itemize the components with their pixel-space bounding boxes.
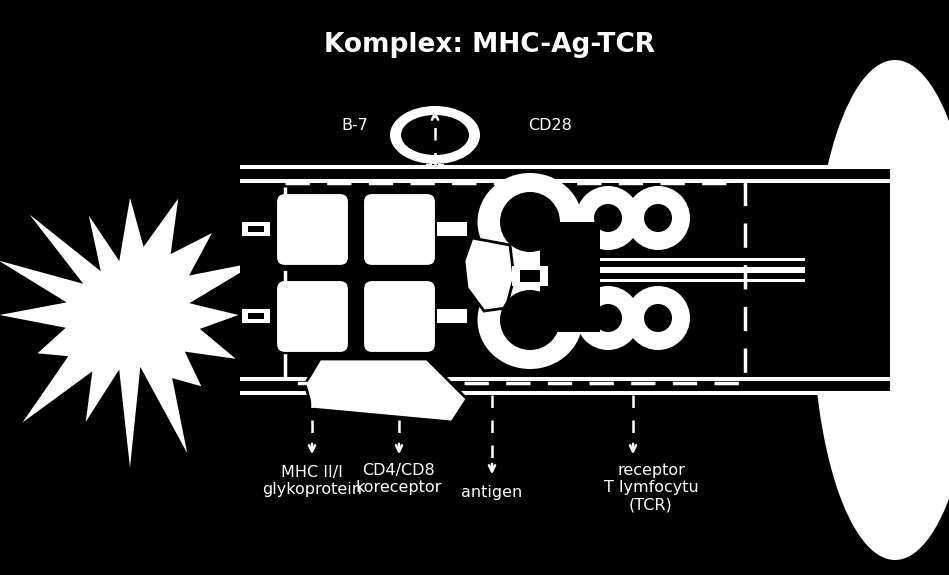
Bar xyxy=(685,270,805,282)
Circle shape xyxy=(500,290,560,350)
Bar xyxy=(566,270,705,282)
Text: MHC II/I
glykoprotein: MHC II/I glykoprotein xyxy=(262,465,362,497)
Bar xyxy=(275,267,437,279)
Circle shape xyxy=(576,186,640,250)
Circle shape xyxy=(500,192,560,252)
Bar xyxy=(240,381,890,391)
Bar xyxy=(437,309,467,323)
FancyBboxPatch shape xyxy=(362,279,437,354)
Circle shape xyxy=(594,204,622,232)
Bar xyxy=(240,377,890,395)
Polygon shape xyxy=(464,238,514,311)
Text: CD28: CD28 xyxy=(528,117,572,132)
Ellipse shape xyxy=(477,173,583,271)
Bar xyxy=(240,165,890,183)
Bar xyxy=(242,309,270,323)
FancyBboxPatch shape xyxy=(362,192,437,267)
Text: receptor
T lymfocytu
(TCR): receptor T lymfocytu (TCR) xyxy=(604,463,698,513)
Polygon shape xyxy=(0,198,258,467)
Bar xyxy=(240,391,890,395)
Bar xyxy=(285,183,745,383)
Bar xyxy=(566,258,705,270)
Circle shape xyxy=(626,286,690,350)
Ellipse shape xyxy=(390,106,480,164)
Circle shape xyxy=(644,204,672,232)
Ellipse shape xyxy=(401,115,469,155)
Bar xyxy=(240,165,890,395)
Bar xyxy=(520,270,540,282)
FancyBboxPatch shape xyxy=(275,192,350,267)
Bar xyxy=(492,266,568,276)
Bar xyxy=(248,313,264,319)
Circle shape xyxy=(594,304,622,332)
Bar xyxy=(240,169,890,179)
Circle shape xyxy=(644,304,672,332)
Circle shape xyxy=(576,286,640,350)
Bar xyxy=(248,226,264,232)
Text: B-7: B-7 xyxy=(342,117,368,132)
Bar xyxy=(240,179,890,183)
Bar xyxy=(690,273,810,279)
Bar xyxy=(540,222,600,332)
Bar xyxy=(437,222,467,236)
Bar xyxy=(571,273,700,279)
Circle shape xyxy=(626,186,690,250)
Text: antigen: antigen xyxy=(461,485,523,500)
FancyBboxPatch shape xyxy=(275,279,350,354)
Bar xyxy=(512,266,548,286)
Ellipse shape xyxy=(477,271,583,369)
Ellipse shape xyxy=(812,60,949,560)
Bar xyxy=(240,377,890,381)
Bar xyxy=(571,261,700,267)
Bar xyxy=(426,164,444,167)
Bar xyxy=(432,164,438,165)
Polygon shape xyxy=(305,359,467,422)
Text: CD4/CD8
koreceptor: CD4/CD8 koreceptor xyxy=(356,463,442,496)
Bar xyxy=(690,261,810,267)
Bar xyxy=(240,165,890,169)
Bar xyxy=(242,222,270,236)
Bar xyxy=(350,192,362,354)
Bar xyxy=(685,258,805,270)
Text: Komplex: MHC-Ag-TCR: Komplex: MHC-Ag-TCR xyxy=(325,32,656,58)
